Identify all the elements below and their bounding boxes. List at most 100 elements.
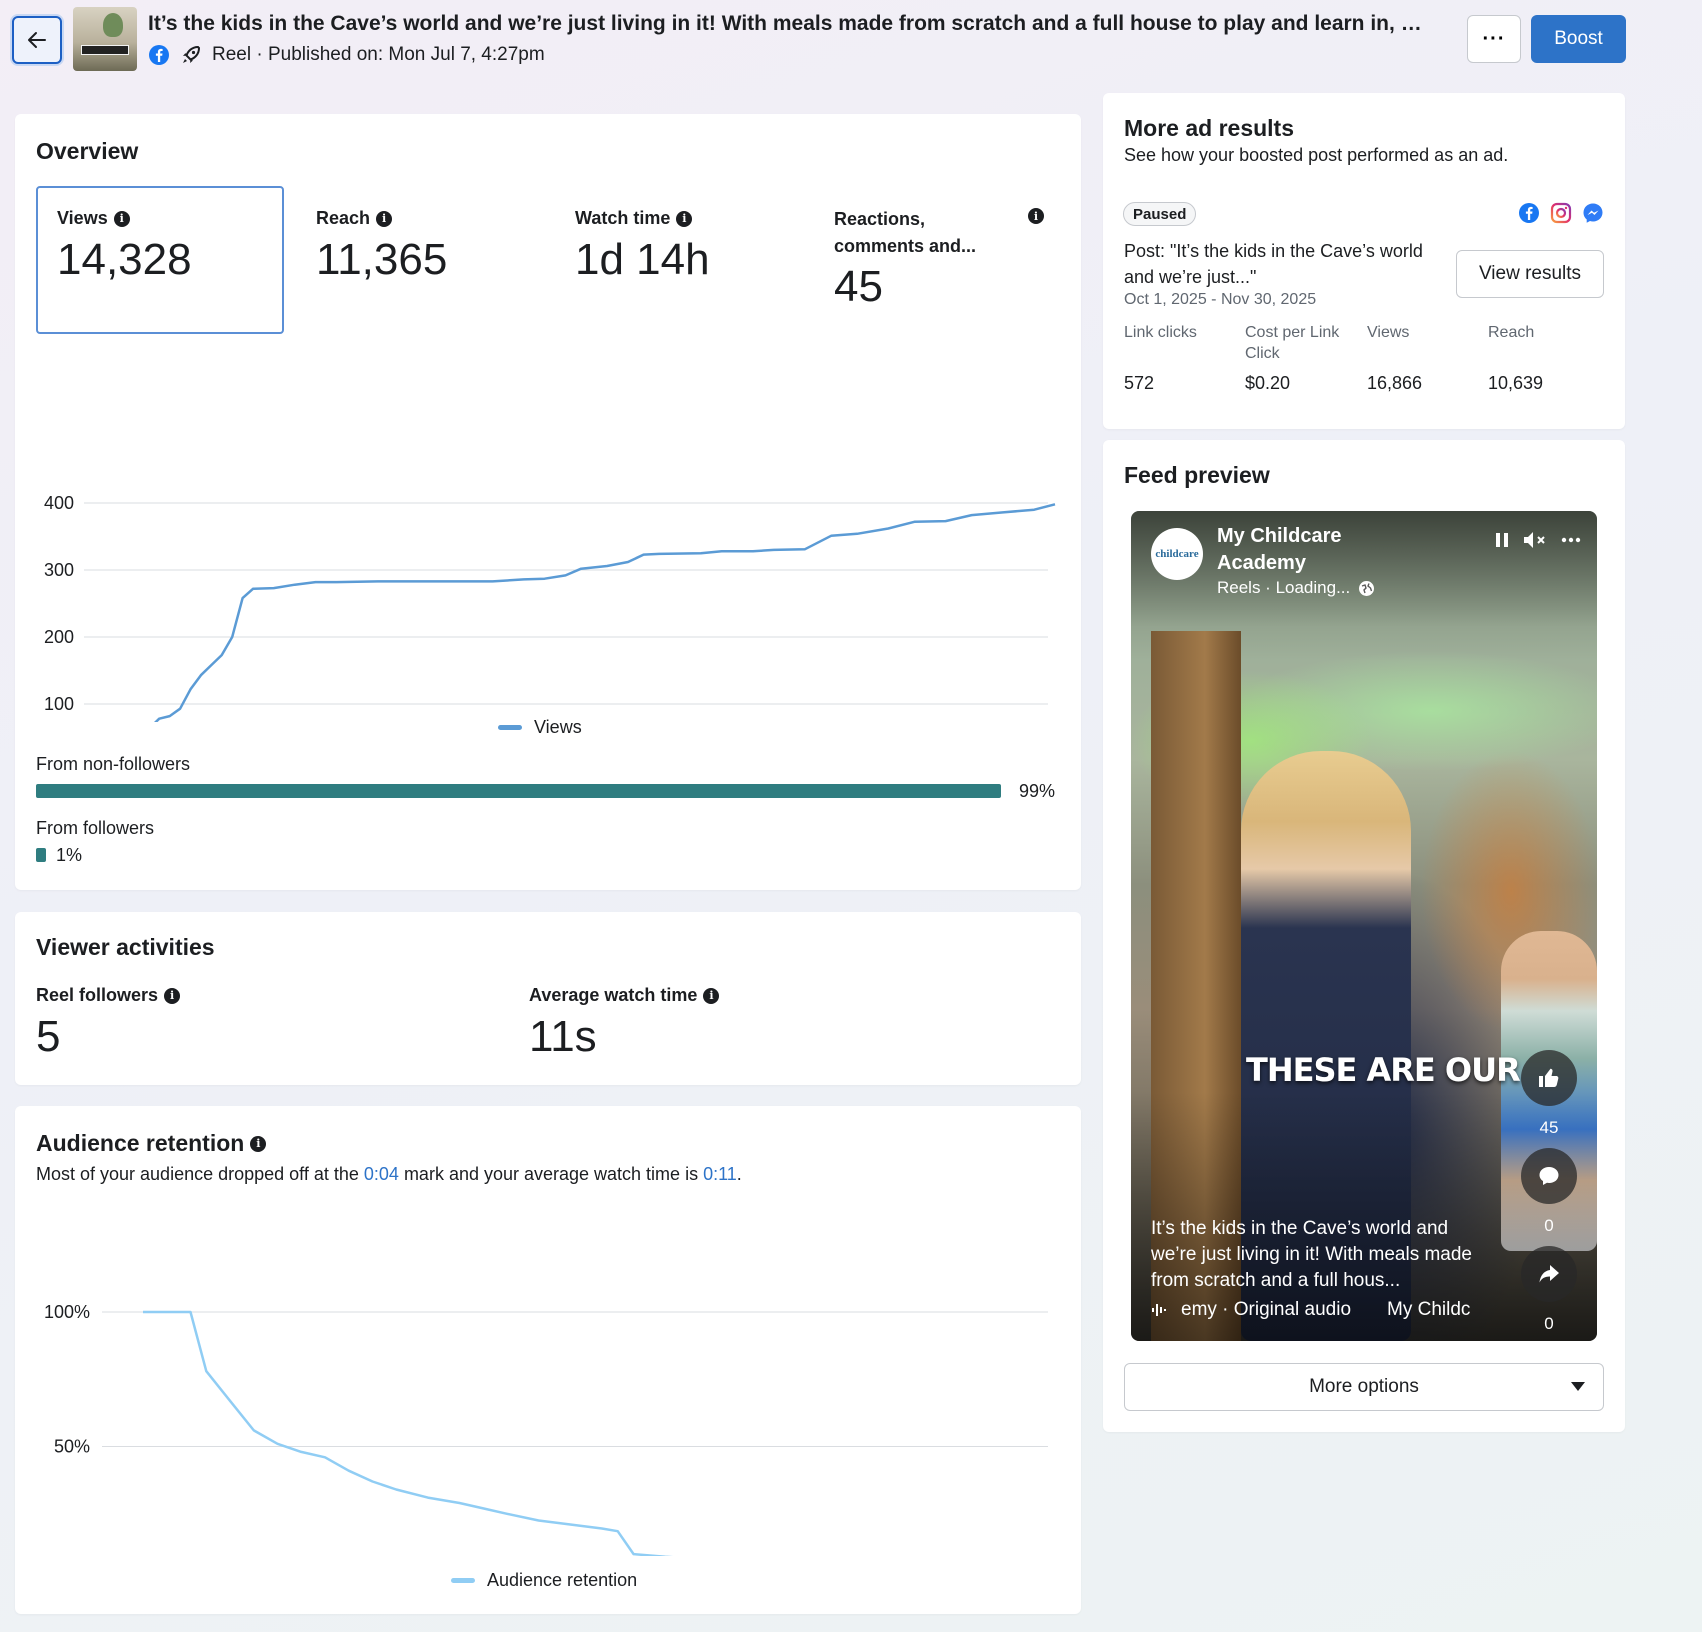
like-button[interactable] (1521, 1050, 1577, 1106)
drop-off-mark-link[interactable]: 0:04 (363, 1164, 399, 1184)
reel-followers-label: Reel followers (36, 985, 159, 1005)
ad-stat-views-value: 16,866 (1367, 373, 1423, 393)
ad-stat-link-clicks-label: Link clicks (1124, 324, 1197, 341)
average-watch-time-value: 11s (529, 1012, 597, 1061)
metric-average-watch-time: Average watch time i 11s (529, 985, 720, 1062)
views-legend-label: Views (534, 717, 582, 737)
more-options-dropdown[interactable]: More options (1124, 1363, 1604, 1411)
ad-date-range: Oct 1, 2025 - Nov 30, 2025 (1124, 291, 1317, 308)
views-chart: 010020030040015m4h9h16h1d 6h3d7d17d (44, 493, 1056, 722)
metric-reach-label: Reach (316, 208, 371, 228)
retention-legend: Audience retention (451, 1570, 637, 1591)
audience-retention-card: Audience retention i Most of your audienc… (15, 1106, 1081, 1614)
ad-stat-cost-per-click-label: Cost per Link Click (1245, 324, 1340, 362)
reel-subtitle: Reels · Loading... (1217, 578, 1375, 598)
share-button[interactable] (1521, 1246, 1577, 1302)
overview-card: Overview Views i 14,328 Reach i 11,365 Wat… (15, 114, 1081, 890)
page-name[interactable]: My Childcare Academy (1217, 525, 1342, 574)
like-count: 45 (1539, 1118, 1559, 1137)
facebook-icon (1519, 203, 1539, 223)
ad-stat-link-clicks-value: 572 (1124, 373, 1155, 393)
audience-retention-title-text: Audience retention (36, 1130, 245, 1156)
metric-views-label: Views (57, 208, 108, 228)
info-icon[interactable]: i (164, 987, 181, 1004)
reel-followers-value: 5 (36, 1012, 61, 1061)
average-watch-time-label: Average watch time (529, 985, 698, 1005)
info-icon[interactable]: i (250, 1135, 267, 1152)
info-icon[interactable]: i (1028, 208, 1044, 224)
post-header: It’s the kids in the Cave’s world and we… (0, 0, 1702, 90)
views-metric-selected[interactable] (36, 186, 284, 334)
series-line (143, 1310, 674, 1556)
metric-reactions[interactable]: Reactions, comments and... i 45 (834, 208, 1044, 312)
followers-percent: 1% (56, 845, 83, 865)
pause-icon[interactable] (1495, 532, 1509, 548)
views-legend: Views (498, 717, 582, 738)
video-controls (1495, 531, 1581, 549)
reel-subtitle-text: Reels · Loading... (1217, 578, 1351, 597)
metric-reach[interactable]: Reach i 11,365 (316, 208, 447, 285)
y-tick-label: 100% (44, 1302, 90, 1322)
retention-desc-c: . (736, 1164, 742, 1184)
y-tick-label: 50% (54, 1437, 90, 1457)
non-followers-label: From non-followers (36, 754, 191, 774)
metric-reactions-label: Reactions, comments and... (834, 209, 977, 256)
metric-watch-time-label: Watch time (575, 208, 671, 228)
globe-icon (1359, 580, 1375, 596)
reel-caption[interactable]: It’s the kids in the Cave’s world and we… (1151, 1218, 1472, 1291)
share-icon (1539, 1265, 1559, 1283)
ad-results-title: More ad results (1124, 115, 1294, 141)
audio-title: emy · Original audio (1181, 1299, 1352, 1320)
retention-desc-b: mark and your average watch time is (398, 1164, 704, 1184)
thumbs-up-icon (1539, 1068, 1559, 1087)
retention-chart: 0%50%100%0:000:070:140:210:290:360:430:5… (44, 1302, 1048, 1556)
y-tick-label: 400 (44, 493, 74, 513)
ad-stat-reach-label: Reach (1488, 324, 1535, 341)
info-icon[interactable]: i (676, 210, 693, 227)
mute-icon[interactable] (1523, 531, 1547, 549)
facebook-icon (149, 45, 169, 65)
views-legend-swatch (498, 725, 522, 730)
more-actions-button[interactable]: ··· (1467, 15, 1521, 63)
non-followers-percent: 99% (1019, 781, 1056, 801)
feed-preview-title: Feed preview (1124, 462, 1270, 488)
non-followers-bar (36, 784, 1002, 798)
audio-wave-icon (1152, 1304, 1166, 1316)
ad-stat-cost-per-click-value: $0.20 (1245, 373, 1291, 393)
messenger-icon (1583, 203, 1603, 223)
post-meta-text: Reel · Published on: Mon Jul 7, 4:27pm (212, 44, 545, 65)
arrow-left-icon (28, 32, 46, 48)
avg-watch-mark-link[interactable]: 0:11 (703, 1164, 737, 1184)
followers-label: From followers (36, 818, 155, 838)
ad-post-text: Post: "It’s the kids in the Cave’s world… (1124, 241, 1423, 287)
ad-stat-views-label: Views (1367, 324, 1410, 341)
series-line (154, 503, 1056, 722)
metric-views[interactable]: Views i 14,328 (57, 208, 192, 285)
info-icon[interactable]: i (376, 210, 393, 227)
metric-watch-time[interactable]: Watch time i 1d 14h (575, 208, 710, 285)
video-more-icon[interactable] (1561, 537, 1581, 543)
comment-button[interactable] (1521, 1148, 1577, 1204)
metric-reactions-value: 45 (834, 262, 883, 311)
ad-stat-reach-value: 10,639 (1488, 373, 1544, 393)
metric-reach-value: 11,365 (316, 235, 448, 284)
view-results-button[interactable]: View results (1456, 250, 1604, 298)
retention-legend-label: Audience retention (487, 1570, 638, 1590)
back-button[interactable] (12, 16, 62, 64)
caret-down-icon (1571, 1382, 1585, 1391)
more-options-label: More options (1309, 1376, 1419, 1397)
info-icon[interactable]: i (113, 210, 130, 227)
boost-button[interactable]: Boost (1531, 15, 1626, 63)
reel-video-preview[interactable]: childcare My Childcare Academy Reels · L… (1131, 511, 1597, 1341)
page-avatar[interactable]: childcare (1151, 528, 1203, 580)
retention-legend-swatch (451, 1578, 475, 1583)
y-tick-label: 100 (44, 694, 74, 714)
overview-title: Overview (36, 138, 139, 164)
viewer-activities-title: Viewer activities (36, 934, 215, 960)
instagram-icon (1550, 202, 1572, 224)
info-icon[interactable]: i (703, 987, 720, 1004)
rocket-icon (183, 45, 201, 63)
metric-watch-time-value: 1d 14h (575, 235, 710, 284)
audience-retention-title: Audience retention i (36, 1130, 267, 1157)
reel-audio[interactable]: emy · Original audio My Childc (1151, 1299, 1511, 1321)
